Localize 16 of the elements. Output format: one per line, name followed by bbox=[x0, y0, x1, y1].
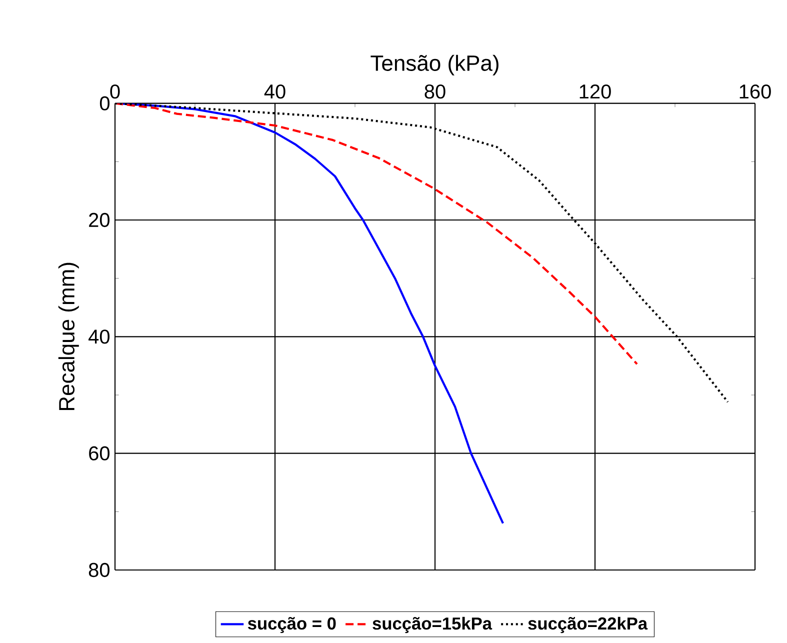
legend-label: sucção=22kPa bbox=[528, 616, 648, 634]
y-tick-label: 80 bbox=[88, 562, 110, 578]
x-axis-title: Tensão (kPa) bbox=[370, 54, 498, 76]
x-tick-label: 40 bbox=[264, 84, 286, 99]
y-tick-label: 20 bbox=[89, 212, 110, 228]
x-tick-label: 0 bbox=[110, 84, 120, 99]
y-tick-label: 40 bbox=[88, 330, 110, 344]
y-tick-label: 60 bbox=[89, 446, 110, 460]
line-series bbox=[115, 103, 638, 366]
y-tick-label: 0 bbox=[100, 96, 110, 110]
x-tick-label: 120 bbox=[580, 84, 611, 99]
legend-label: sucção = 0 bbox=[248, 616, 336, 634]
x-tick-label: 80 bbox=[424, 84, 446, 99]
y-axis-title: Recalque (mm) bbox=[58, 262, 79, 410]
x-tick-label: 160 bbox=[740, 84, 771, 99]
legend-label: sucção=15kPa bbox=[372, 616, 492, 634]
